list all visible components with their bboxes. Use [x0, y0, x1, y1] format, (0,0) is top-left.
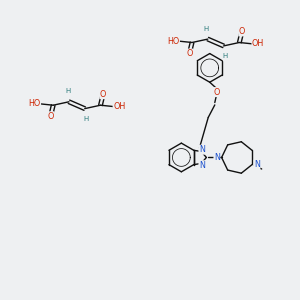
- Text: N: N: [254, 160, 260, 169]
- Text: HO: HO: [28, 99, 40, 108]
- Text: O: O: [47, 112, 54, 121]
- Text: H: H: [222, 53, 227, 59]
- Text: O: O: [186, 49, 193, 58]
- Text: H: H: [65, 88, 70, 94]
- Text: O: O: [213, 88, 220, 97]
- Text: N: N: [199, 145, 205, 154]
- Text: O: O: [100, 90, 106, 99]
- Text: N: N: [214, 153, 220, 162]
- Text: H: H: [204, 26, 209, 32]
- Text: N: N: [199, 161, 205, 170]
- Text: OH: OH: [113, 102, 125, 111]
- Text: OH: OH: [252, 39, 264, 48]
- Text: HO: HO: [167, 37, 179, 46]
- Text: O: O: [239, 27, 245, 36]
- Text: H: H: [83, 116, 89, 122]
